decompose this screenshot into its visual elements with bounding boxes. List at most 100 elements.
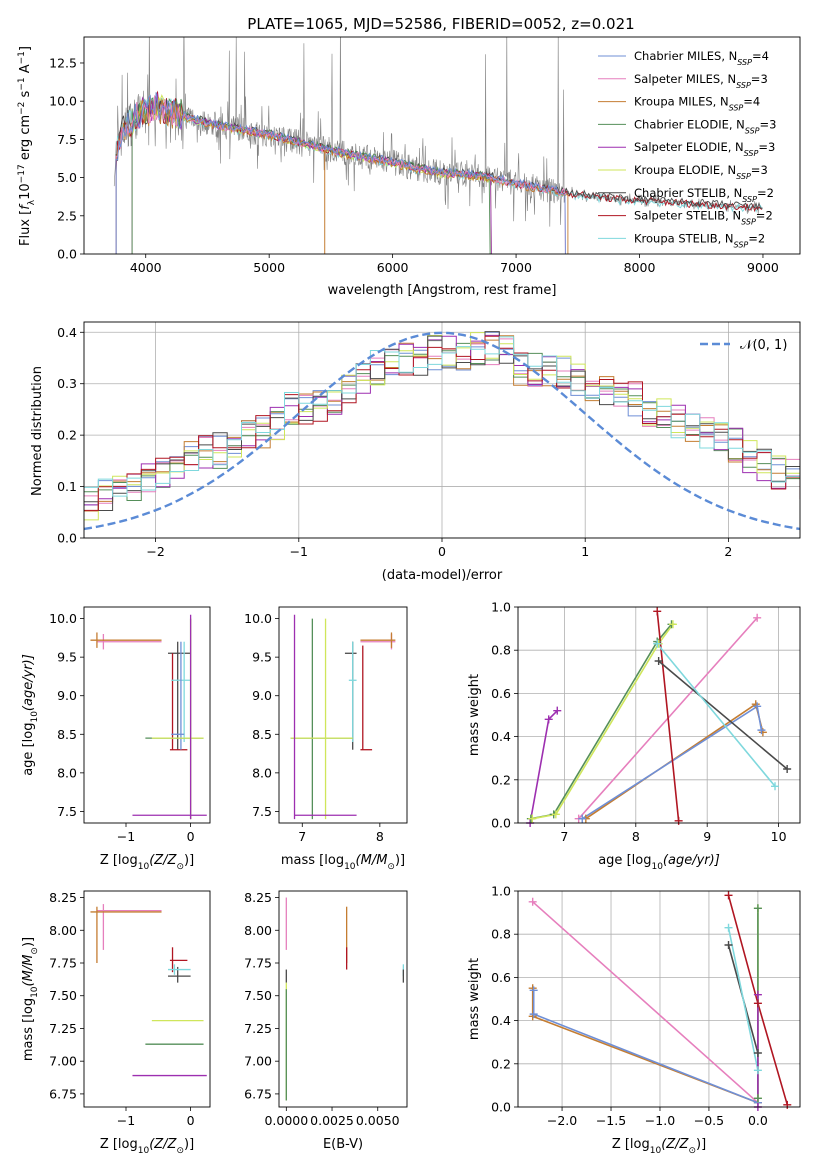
x-tick-label: 0 [187,829,195,844]
series-point [783,1100,792,1109]
x-axis-label: (data-model)/error [382,568,503,583]
y-tick-label: 0.1 [57,479,77,494]
x-axis-label-part: (Z/Z [661,1137,689,1152]
x-axis-label-part: )] [395,853,405,868]
y-tick-label: 0.6 [491,970,511,985]
y-axis-label: age [log10(age/yr)] [21,654,40,776]
legend-nssp: 4 [753,95,760,109]
series-point [724,891,733,900]
legend-series-name: Salpeter ELODIE [634,140,728,154]
x-tick-label: −1 [117,1113,135,1128]
y-axis-label-part: Flux [ [18,210,33,246]
y-tick-label: 7.25 [244,1021,272,1036]
legend-text: , N [729,117,745,131]
legend-series-name: Kroupa STELIB [634,231,718,245]
y-tick-label: 8.0 [57,765,77,780]
y-tick-label: 6.75 [244,1086,272,1101]
x-tick-label: 9 [703,829,711,844]
legend-label: Salpeter STELIB, NSSP=2 [634,209,773,227]
x-tick-label: 0 [438,544,446,559]
legend-text: = [760,117,770,131]
x-axis-label-part: age [log [598,853,651,868]
series-point [551,810,560,819]
series-point [753,1066,762,1075]
legend-sub: SSP [745,126,760,135]
plot-area [90,904,207,1077]
legend-nssp: 2 [765,209,772,223]
y-axis-label-part: (age/yr)] [21,654,36,711]
series-point [753,904,762,913]
x-tick-label: 7 [298,829,306,844]
y-tick-label: 7.50 [49,988,77,1003]
panel-age-vs-Z: −1 07.58.08.59.09.510.0Z [log10(Z/Z⊙)]age… [21,606,211,872]
legend-sub: SSP [737,58,752,67]
plot-area [90,614,207,820]
axes-frame [83,36,801,255]
x-tick-label: 0.0 [748,1113,768,1128]
x-axis-label-part: ⊙ [688,1146,696,1156]
y-axis-label-part: 10 [18,183,33,200]
legend-nssp: 3 [760,163,767,177]
plot-area [84,322,800,538]
x-tick-label: −1 [117,829,135,844]
x-axis-label-part: )] [184,1137,194,1152]
y-axis-label-part: λ [27,199,37,205]
axes-frame [278,606,408,824]
y-axis-label-part: −1 [17,77,27,90]
x-axis-label: Z [log10(Z/Z⊙)] [612,1137,706,1156]
panel-residuals: −2 −1 0 1 2 0.0 0.1 0.2 0.3 0.4 (data-model)/error… [30,321,801,583]
histogram-step-line [84,336,800,497]
x-axis-label-part: ⊙ [387,862,395,872]
y-tick-label: 0.2 [57,428,77,443]
y-tick-label: 0.2 [491,772,511,787]
y-axis-label-part: 10 [30,986,40,998]
axes-frame [517,606,801,824]
x-tick-label: 0.0025 [310,1113,354,1128]
axes-frame [83,606,211,824]
axes-frame [83,321,801,539]
y-tick-label: 7.75 [244,956,272,971]
y-axis-label: mass [log10(M/M⊙)] [21,937,40,1061]
y-axis-label: Flux [fλ10−17 erg cm−2 s−1 A−1] [17,46,37,246]
y-tick-label: 8.5 [57,727,77,742]
series-point [668,620,677,629]
normal-curve-line [84,331,800,531]
series-line [532,623,674,820]
legend-label: Chabrier ELODIE, NSSP=3 [634,117,776,135]
axes-frame [83,890,211,1108]
legend-sub: SSP [741,217,756,226]
x-tick-label: 6000 [377,260,409,275]
x-axis-label-part: 10 [138,862,150,872]
legend-nssp: 4 [762,49,769,63]
y-tick-label: 7.00 [244,1054,272,1069]
x-tick-label: 7 [560,829,568,844]
legend-sub: SSP [734,240,749,249]
y-tick-label: 2.5 [57,208,77,223]
plot-area [113,37,763,254]
series-point [544,715,553,724]
y-tick-label: 0.4 [57,325,77,340]
y-axis-label-part: (M/M [21,955,36,987]
series-point [753,990,762,999]
legend-series-name: Kroupa MILES [634,95,713,109]
x-axis-label: mass [log10(M/M⊙)] [281,853,405,872]
y-tick-label: 10.0 [244,611,272,626]
x-axis-label-part: )] [184,853,194,868]
legend-text: , N [718,231,734,245]
figure-title: PLATE=1065, MJD=52586, FIBERID=0052, z=0… [247,15,634,33]
legend-series-name: Salpeter STELIB [634,209,725,223]
y-axis-label-part: A [18,64,33,77]
legend-label: Kroupa STELIB, NSSP=2 [634,231,765,249]
y-axis-label-part: −2 [17,102,27,115]
y-axis-label-part: −1 [17,51,27,64]
x-axis-label-part: 10 [344,862,356,872]
series-point [578,814,587,823]
legend-series-name: Chabrier MILES [634,49,721,63]
x-axis-label-part: 10 [650,1146,662,1156]
series-point [753,613,762,622]
x-tick-label: −2.0 [547,1113,577,1128]
x-tick-label: −1.0 [645,1113,675,1128]
panel-spectrum: 4000 5000 6000 7000 8000 9000 0.0 2.5 5.0 7.5 10.0… [17,36,801,298]
series-point [771,782,780,791]
y-tick-label: 9.5 [57,650,77,665]
